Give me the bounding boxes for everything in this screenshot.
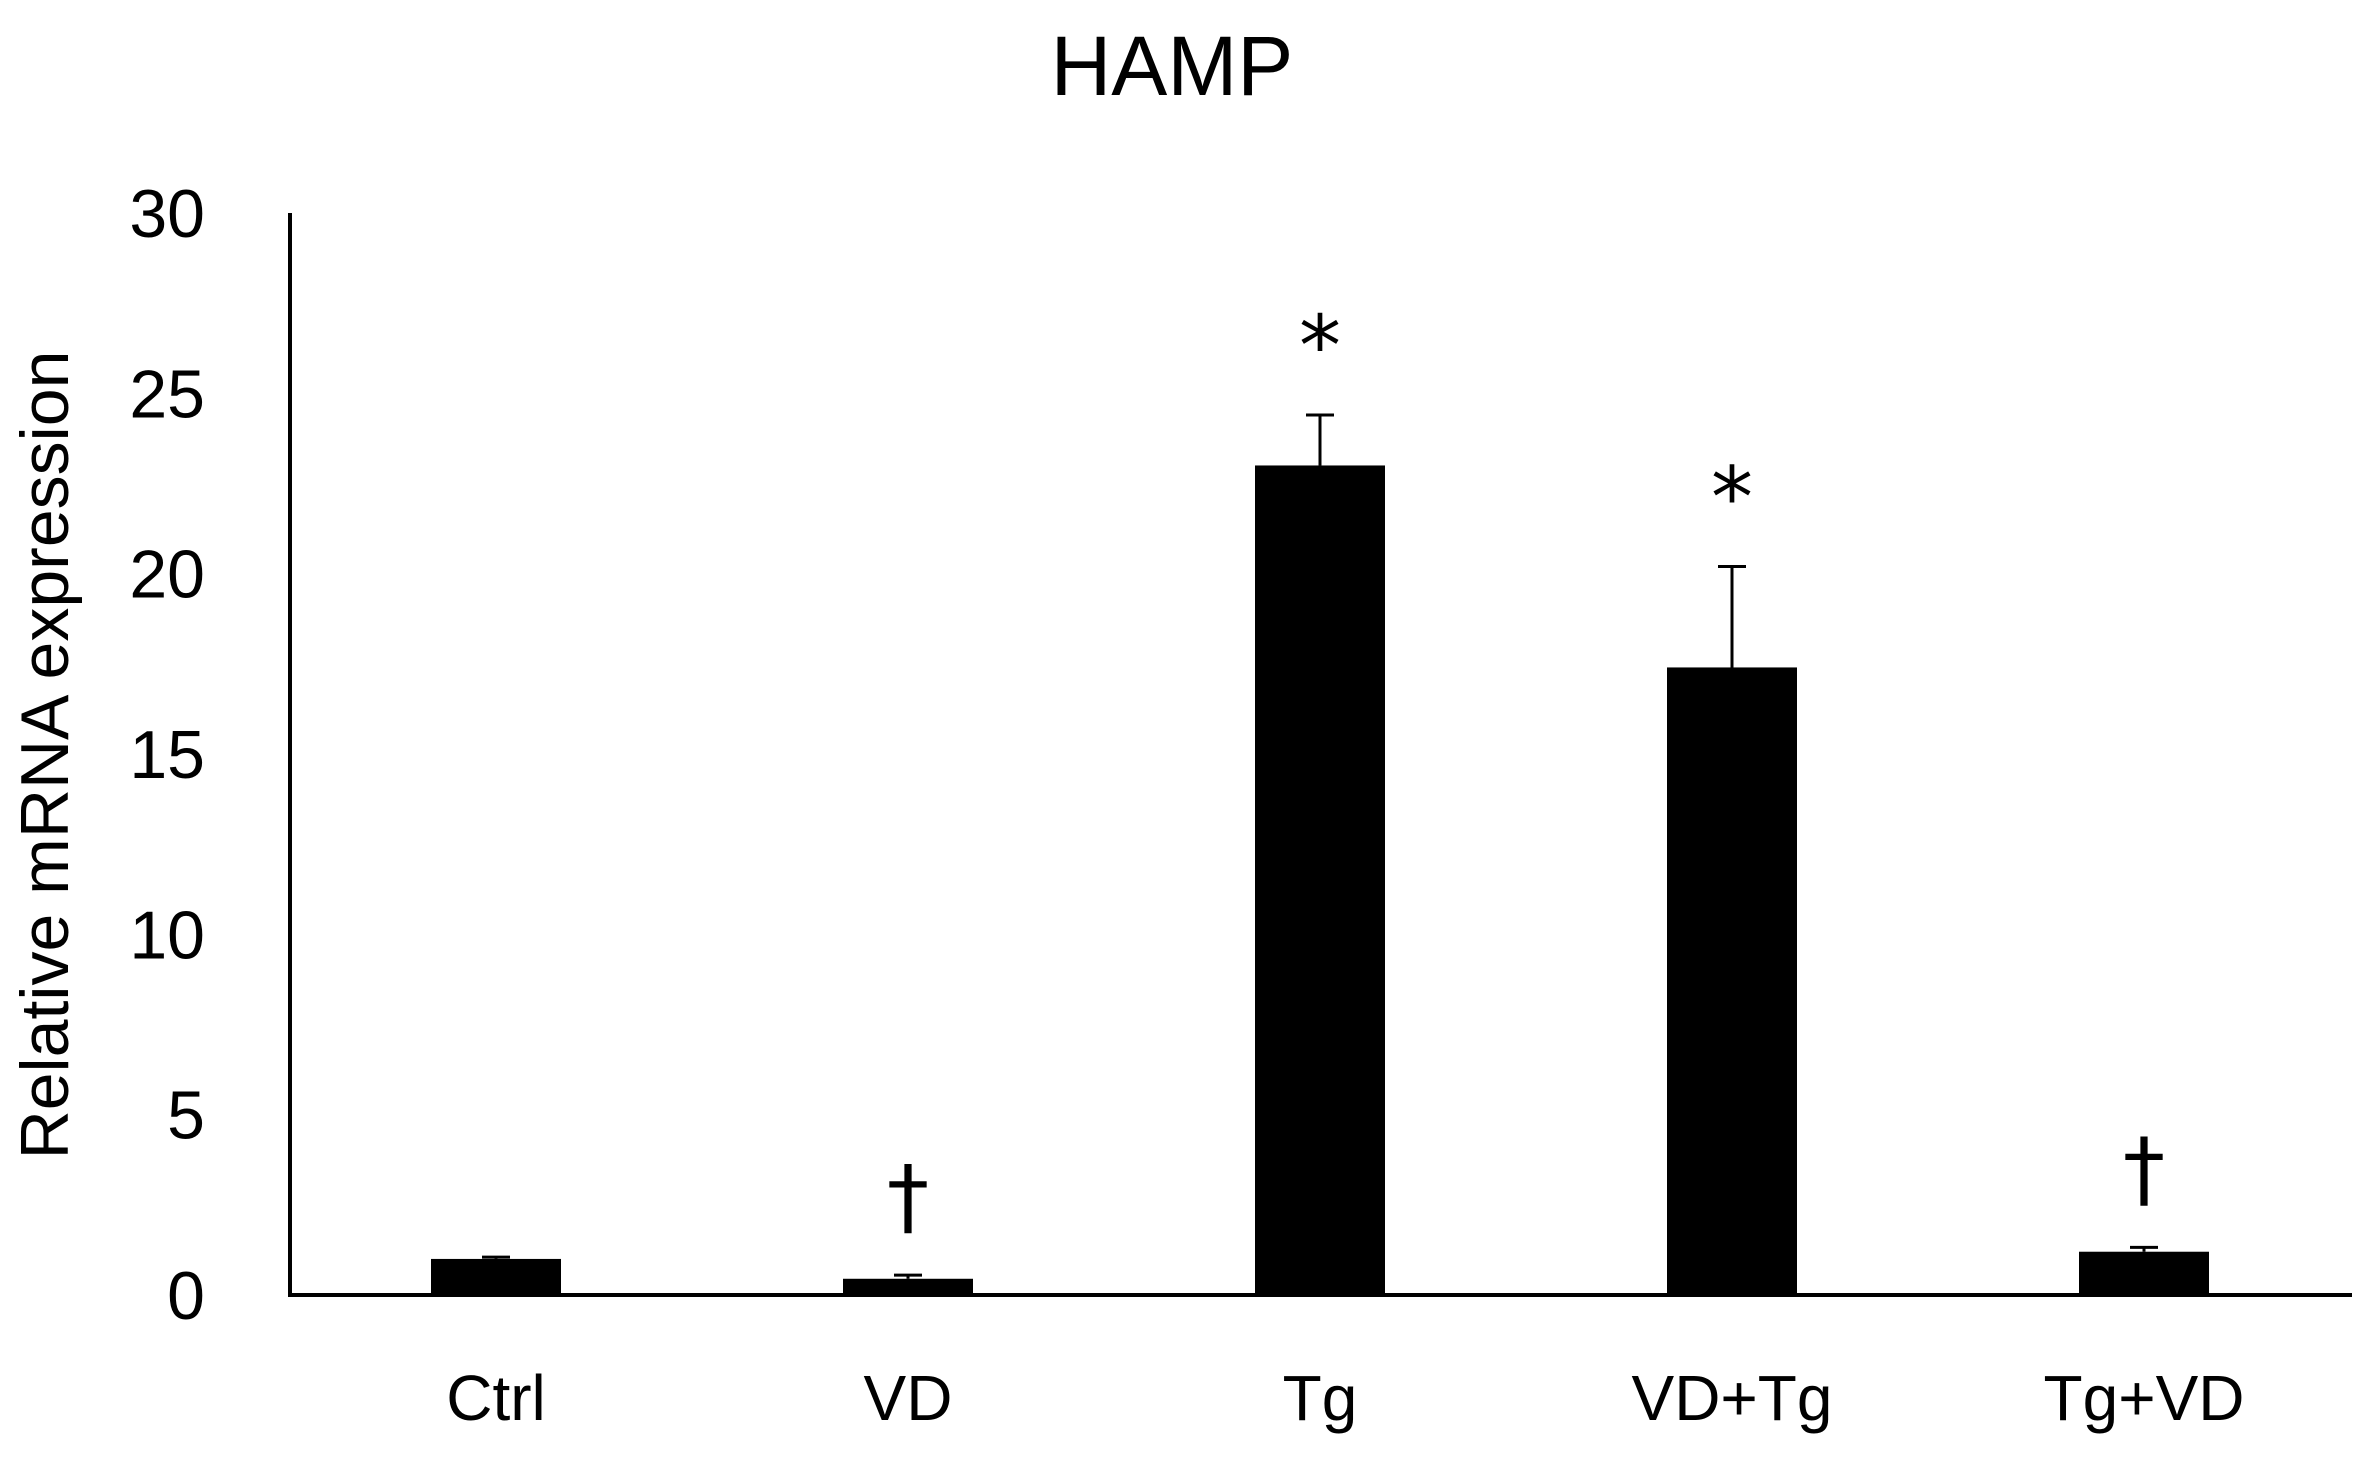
bar-vd-tg	[1667, 667, 1797, 1295]
bar-vd	[843, 1278, 973, 1295]
significance-dagger: †	[2123, 1119, 2165, 1217]
y-tick-labels: 0 5 10 15 20 25 30	[129, 176, 205, 1334]
bar-tg-vd	[2079, 1251, 2209, 1295]
significance-dagger: †	[887, 1147, 929, 1245]
x-category-label: VD	[864, 1362, 953, 1434]
significance-markers: † * * †	[887, 297, 2165, 1245]
significance-asterisk: *	[1711, 448, 1753, 546]
x-category-label: Tg+VD	[2044, 1362, 2245, 1434]
x-category-labels: Ctrl VD Tg VD+Tg Tg+VD	[446, 1362, 2244, 1434]
chart-title: HAMP	[1051, 19, 1294, 113]
x-category-label: VD+Tg	[1632, 1362, 1833, 1434]
bar-ctrl	[431, 1258, 561, 1295]
bars	[431, 465, 2209, 1295]
bar-tg	[1255, 465, 1385, 1295]
y-tick-label: 10	[129, 897, 205, 973]
y-tick-label: 0	[167, 1258, 205, 1334]
x-category-label: Tg	[1283, 1362, 1358, 1434]
y-tick-label: 30	[129, 176, 205, 252]
y-tick-label: 20	[129, 537, 205, 613]
y-axis-label: Relative mRNA expression	[7, 351, 83, 1160]
error-bars	[482, 413, 2158, 1279]
y-tick-label: 25	[129, 356, 205, 432]
y-tick-label: 5	[167, 1078, 205, 1154]
y-tick-label: 15	[129, 717, 205, 793]
x-category-label: Ctrl	[446, 1362, 546, 1434]
significance-asterisk: *	[1299, 297, 1341, 395]
